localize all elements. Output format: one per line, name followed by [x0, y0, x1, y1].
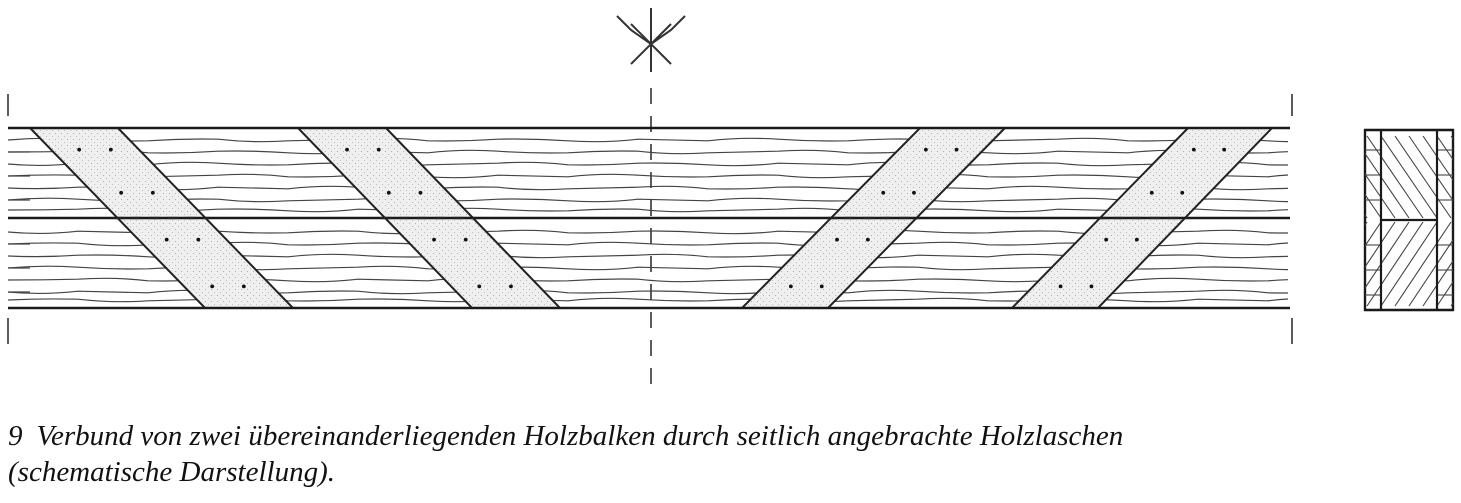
nail-dot — [1191, 147, 1196, 152]
section-hatch-line — [1269, 136, 1325, 218]
nail-dot — [210, 284, 215, 289]
nail-dot — [788, 284, 793, 289]
section-hatch-line — [1283, 136, 1339, 218]
section-hatch-line — [1365, 221, 1382, 247]
grain-line — [8, 173, 1288, 179]
nail-dot — [881, 190, 886, 195]
nail-dot — [418, 190, 423, 195]
nail-dot — [912, 190, 916, 195]
nail-dot — [77, 147, 82, 152]
beam-diagram — [7, 8, 1455, 392]
section-hatch-line — [1365, 214, 1368, 219]
nail-dot — [119, 190, 124, 195]
nail-dot — [1089, 284, 1094, 289]
nail-dot — [1180, 190, 1185, 195]
nail-dot — [241, 284, 246, 289]
section-hatch-line — [1436, 281, 1453, 307]
nail-dot — [164, 237, 169, 242]
section-hatch-line — [1422, 260, 1453, 307]
section-hatch-line — [1394, 221, 1452, 307]
section-hatch-line — [1297, 222, 1353, 306]
grain-line — [8, 137, 1288, 143]
section-hatch-line — [1365, 193, 1382, 219]
nail-dot — [835, 237, 839, 242]
grain-line — [8, 161, 1288, 167]
section-hatch-line — [1422, 135, 1453, 181]
nail-dot — [865, 237, 870, 242]
section-hatch-line — [1380, 221, 1438, 307]
nail-dot — [1104, 237, 1109, 242]
grain-line — [8, 185, 1288, 191]
nail-dot — [463, 237, 468, 242]
nail-dot — [477, 284, 482, 289]
figure-caption: 9 Verbund von zwei übereinanderliegenden … — [8, 418, 1453, 490]
grain-line — [8, 149, 1288, 155]
nail-dot — [432, 237, 436, 242]
caption-text-1: Verbund von zwei übereinanderliegenden H… — [36, 420, 1124, 452]
nail-dot — [108, 147, 113, 152]
section-hatch-line — [1297, 136, 1353, 218]
nail-dot — [1134, 237, 1139, 242]
caption-line-1: 9 Verbund von zwei übereinanderliegenden … — [8, 418, 1453, 454]
nail-dot — [196, 237, 201, 242]
nail-dot — [1149, 190, 1154, 195]
section-hatch-line — [1366, 221, 1424, 307]
symmetry-axis-symbol — [616, 8, 686, 72]
section-hatch-line — [1365, 221, 1368, 226]
beam-outline — [8, 126, 1290, 310]
caption-line-2: (schematische Darstellung). — [8, 456, 335, 488]
nail-dot — [1222, 147, 1227, 152]
section-hatch-line — [1365, 221, 1396, 268]
nail-dot — [819, 284, 824, 289]
nail-dot — [923, 147, 928, 152]
section-hatch-line — [1283, 222, 1339, 306]
beam-end-marks — [7, 94, 1293, 344]
nail-dot — [376, 147, 381, 152]
section-hatch-line — [1365, 173, 1396, 219]
section-hatch-line — [1380, 135, 1438, 219]
nail-dot — [150, 190, 155, 195]
figure-number: 9 — [8, 420, 23, 452]
nail-dot — [509, 284, 513, 289]
nail-dot — [345, 147, 349, 152]
nail-dot — [1058, 284, 1063, 289]
nail-dot — [954, 147, 959, 152]
cross-section — [1269, 128, 1455, 312]
nail-dot — [386, 190, 391, 195]
section-hatch-line — [1394, 135, 1452, 219]
